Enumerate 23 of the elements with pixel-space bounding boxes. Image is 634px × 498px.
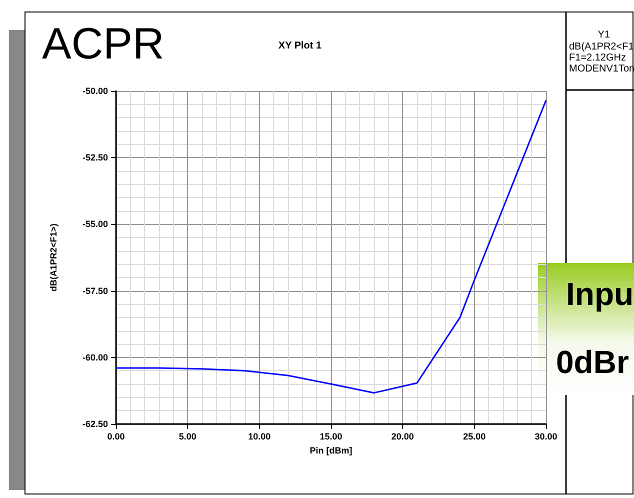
x-axis-title: Pin [dBm] — [310, 445, 352, 456]
text: Y1 — [598, 30, 610, 40]
y-tick-label: -57.50 — [82, 286, 108, 296]
y-tick-label: -55.00 — [82, 219, 108, 230]
y-tick-label: -62.50 — [82, 419, 108, 429]
chart-title: XY Plot 1 — [278, 40, 322, 52]
line-series — [115, 100, 547, 394]
x-tick-label: 5.00 — [178, 432, 196, 442]
y-tick-label: -50.00 — [82, 86, 108, 96]
y-tick-label: -52.50 — [82, 152, 108, 163]
x-tick-label: 20.00 — [391, 432, 414, 442]
text: 0dBr — [556, 344, 629, 380]
text: Inpu — [566, 276, 634, 312]
y-axis-title: dB(A1PR2<F1>) — [48, 223, 58, 292]
x-tick-label: 10.00 — [248, 432, 271, 442]
text: dB(A1PR2<F1 — [569, 42, 634, 52]
x-tick-label: 0.00 — [107, 432, 125, 442]
x-tick-label: 15.00 — [320, 432, 342, 442]
text: F1=2.12GHz — [569, 52, 626, 64]
x-tick-label: 30.00 — [534, 432, 558, 442]
x-tick-label: 25.00 — [463, 432, 486, 442]
text: ACPR — [42, 20, 164, 68]
y-tick-label: -60.00 — [82, 352, 108, 362]
